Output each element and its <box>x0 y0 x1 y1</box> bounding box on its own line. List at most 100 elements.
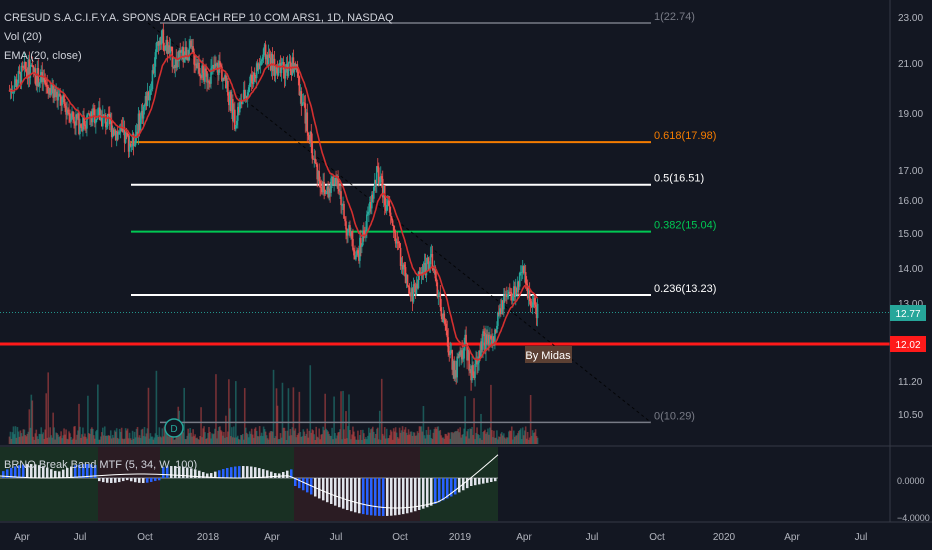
candle-body <box>267 54 270 65</box>
candle-body <box>444 319 447 324</box>
oscillator-bar <box>442 478 445 501</box>
candle-body <box>439 293 442 308</box>
candle-body <box>126 133 129 136</box>
oscillator-bar <box>6 469 9 478</box>
volume-bar <box>239 434 242 444</box>
volume-bar <box>431 439 434 444</box>
volume-bar <box>98 439 100 444</box>
dividend-marker[interactable] <box>164 418 184 438</box>
annotation-box[interactable] <box>525 346 572 363</box>
time-axis-tick: 2019 <box>449 532 472 543</box>
volume-bar <box>9 431 12 444</box>
candle-body <box>36 67 39 87</box>
volume-bar <box>475 432 477 444</box>
candle-body <box>482 331 484 350</box>
volume-bar <box>520 439 523 444</box>
candle-body <box>401 265 404 270</box>
candle-body <box>437 294 440 297</box>
volume-bar <box>468 438 470 444</box>
candle-body <box>346 229 348 236</box>
candle-body <box>55 91 57 98</box>
candle-body <box>498 312 500 315</box>
candle-body <box>435 278 438 283</box>
candle-body <box>305 112 308 124</box>
volume-bar <box>141 428 144 444</box>
oscillator-bar <box>174 466 177 478</box>
volume-bar <box>186 435 188 444</box>
oscillator-label[interactable]: BRNO Break Band MTF (5, 34, W, 100) <box>4 459 197 471</box>
candle-body <box>164 45 167 51</box>
volume-bar <box>362 429 364 444</box>
volume-bar <box>32 436 35 444</box>
oscillator-bar <box>450 478 453 497</box>
volume-bar <box>212 434 214 444</box>
candle-body <box>308 135 311 142</box>
volume-bar <box>315 426 318 444</box>
candle-body <box>279 62 282 74</box>
volume-bar <box>184 439 186 444</box>
oscillator-bar <box>470 478 473 486</box>
volume-bar <box>125 430 128 444</box>
oscillator-bar <box>282 472 285 478</box>
candle-body <box>283 69 286 79</box>
candle-body <box>163 50 166 51</box>
candle-body <box>390 216 393 221</box>
time-axis[interactable]: Apr Jul Oct 2018 Apr Jul Oct 2019 Apr Jul Oct 2020 A… <box>14 532 867 543</box>
candle-body <box>370 202 372 209</box>
volume-bar <box>86 438 88 444</box>
volume-bar <box>144 436 147 444</box>
volume-bar <box>42 432 45 444</box>
volume-bar <box>104 435 107 444</box>
price-axis-tick: 10.50 <box>898 410 923 421</box>
candle-body <box>50 92 52 95</box>
candle-body <box>359 237 361 261</box>
volume-bar <box>8 436 11 444</box>
fibonacci-retracement[interactable]: 1(22.74) 0.618(17.98) 0.5(16.51) 0.382(15.0… <box>131 11 716 424</box>
oscillator-bar <box>74 465 77 478</box>
volume-bar <box>70 436 72 444</box>
candle-body <box>137 113 140 136</box>
volume-bar <box>527 439 530 444</box>
candle-body <box>79 124 81 134</box>
volume-bar <box>247 437 250 444</box>
volume-bar <box>264 431 267 444</box>
volume-bar <box>169 436 172 444</box>
candle-body <box>355 255 357 260</box>
candle-body <box>514 288 517 297</box>
candle-body <box>176 59 179 68</box>
volume-bar <box>503 433 505 444</box>
candle-body <box>236 120 238 126</box>
volume-bar <box>399 432 402 444</box>
candle-body <box>122 127 125 133</box>
candle-body <box>451 350 454 370</box>
volume-bar <box>203 426 205 444</box>
oscillator-bar <box>34 464 37 478</box>
candle-body <box>47 86 50 94</box>
volume-bar <box>482 431 484 444</box>
oscillator-bar <box>14 466 17 478</box>
volume-bar <box>338 431 340 444</box>
volume-bar <box>314 439 317 444</box>
candle-body <box>340 191 342 206</box>
candle-body <box>155 42 158 53</box>
volume-bar <box>73 426 75 444</box>
volume-bar <box>353 431 355 444</box>
volume-bar <box>440 435 443 444</box>
candle-body <box>57 96 59 101</box>
candle-body <box>373 179 376 188</box>
volume-bar <box>323 430 325 444</box>
volume-bar <box>390 431 393 444</box>
volume-bar <box>515 435 518 444</box>
volume-bar <box>57 434 59 444</box>
candle-body <box>265 55 268 60</box>
candle-body <box>511 296 514 301</box>
ema-indicator-label[interactable]: EMA (20, close) <box>4 50 82 62</box>
candle-body <box>434 267 437 279</box>
volume-indicator-label[interactable]: Vol (20) <box>4 31 42 43</box>
volume-bar <box>185 439 187 444</box>
volume-bar <box>248 431 251 444</box>
volume-bar <box>97 384 99 444</box>
candle-body <box>529 301 532 306</box>
candle-body <box>534 304 537 307</box>
